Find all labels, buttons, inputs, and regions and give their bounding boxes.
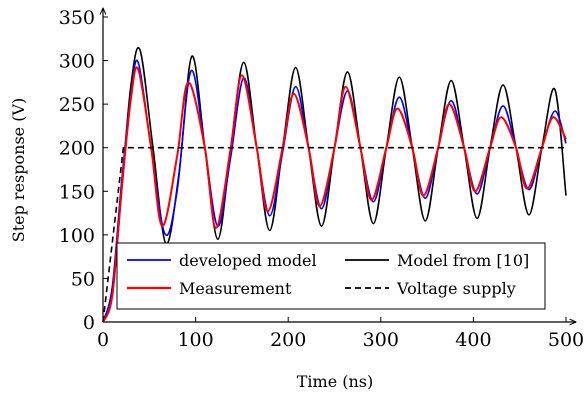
y-tick-label: 200 xyxy=(59,138,95,160)
legend-label: Model from [10] xyxy=(397,251,529,270)
legend-label: Voltage supply xyxy=(396,279,516,298)
y-tick-label: 300 xyxy=(59,51,95,73)
x-tick-label: 500 xyxy=(548,329,584,351)
y-tick-label: 0 xyxy=(83,312,95,334)
x-tick-label: 200 xyxy=(270,329,306,351)
y-tick-label: 250 xyxy=(59,94,95,116)
legend-label: developed model xyxy=(179,251,317,270)
chart-legend: developed model Model from [10] Measuremen… xyxy=(116,242,546,310)
y-tick-label: 150 xyxy=(59,181,95,203)
x-tick-label: 300 xyxy=(363,329,399,351)
x-tick-label: 0 xyxy=(97,329,109,351)
x-tick-label: 400 xyxy=(455,329,491,351)
y-tick-label: 350 xyxy=(59,7,95,29)
y-tick-label: 100 xyxy=(59,225,95,247)
legend-box xyxy=(116,242,546,310)
x-tick-label: 100 xyxy=(177,329,213,351)
legend-label: Measurement xyxy=(179,279,292,298)
x-axis-title: Time (ns) xyxy=(297,372,374,391)
y-tick-label: 50 xyxy=(71,268,95,290)
series-line-measurement xyxy=(102,66,567,323)
series-line-voltage-supply xyxy=(102,146,566,323)
chart-axes: 0 100 200 300 400 500 0 50 100 150 200 250 300 350 xyxy=(59,7,584,351)
y-axis-title: Step response (V) xyxy=(9,98,28,243)
